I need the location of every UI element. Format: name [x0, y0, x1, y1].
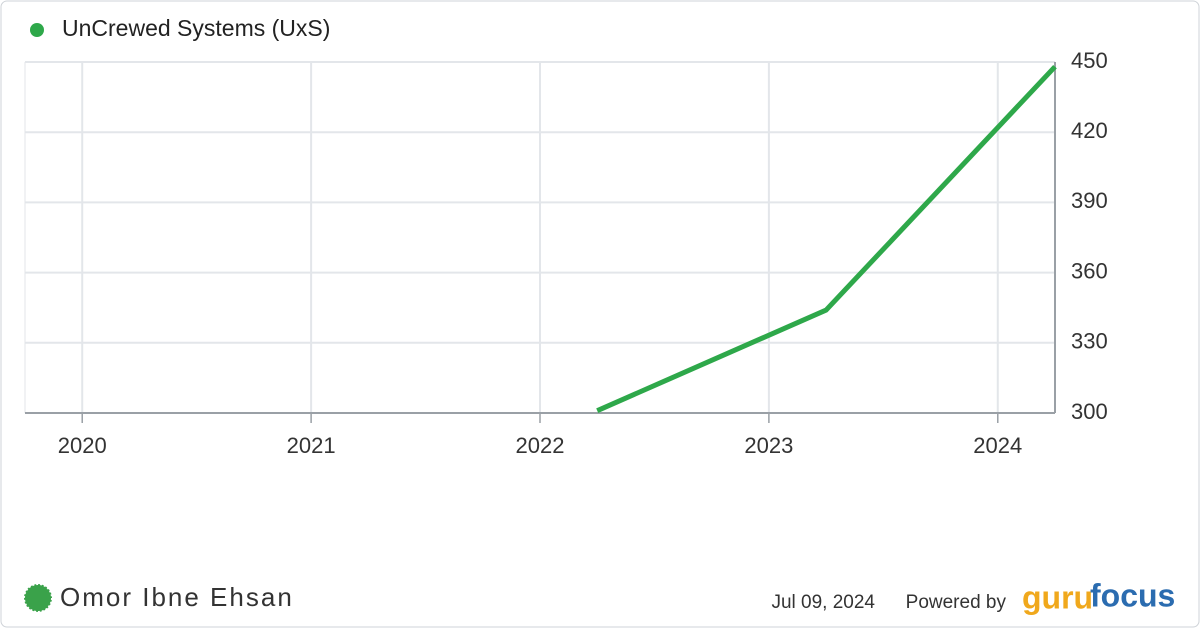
author-icon-pattern — [23, 583, 53, 613]
x-tick-label: 2020 — [58, 433, 107, 458]
y-tick-label: 360 — [1071, 258, 1108, 283]
author: Omor Ibne Ehsan — [23, 582, 294, 613]
y-tick-label: 390 — [1071, 188, 1108, 213]
marks — [596, 64, 1057, 413]
y-tick-label: 300 — [1071, 399, 1108, 424]
x-tick-label: 2022 — [516, 433, 565, 458]
y-tick-label: 450 — [1071, 48, 1108, 73]
powered-by: Powered by — [906, 592, 1007, 613]
logo-focus: focus — [1090, 577, 1175, 613]
series-line — [596, 64, 1057, 413]
grid: 300 330 360 390 420 450 2020 2021 2022 2023 2024 — [24, 48, 1108, 458]
x-tick-label: 2023 — [744, 433, 793, 458]
legend: UnCrewed Systems (UxS) — [30, 15, 330, 41]
y-tick-label: 420 — [1071, 118, 1108, 143]
logo-guru: guru — [1022, 579, 1093, 615]
x-tick-label: 2024 — [973, 433, 1022, 458]
author-icon — [24, 584, 52, 612]
legend-marker — [30, 23, 44, 37]
x-tick-label: 2021 — [287, 433, 336, 458]
legend-label: UnCrewed Systems (UxS) — [62, 15, 330, 41]
y-tick-label: 330 — [1071, 329, 1108, 354]
author-name: Omor Ibne Ehsan — [60, 582, 294, 612]
date: Jul 09, 2024 — [771, 592, 875, 613]
